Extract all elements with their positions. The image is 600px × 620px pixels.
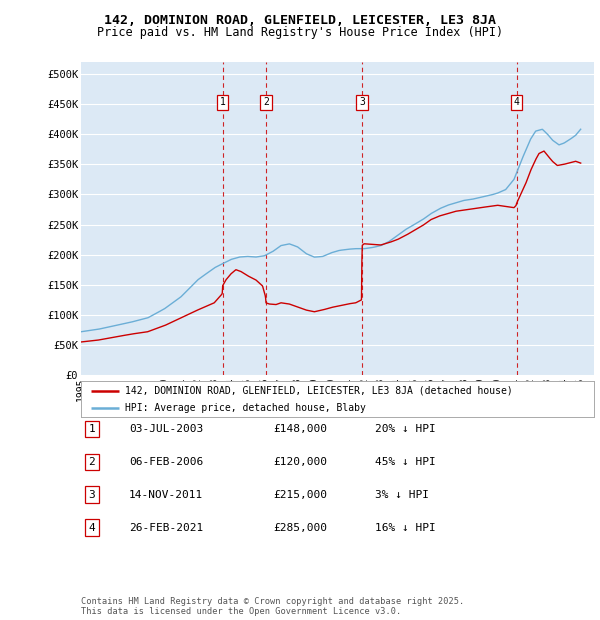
Text: 4: 4 <box>514 97 520 107</box>
Text: 06-FEB-2006: 06-FEB-2006 <box>129 457 203 467</box>
Text: 14-NOV-2011: 14-NOV-2011 <box>129 490 203 500</box>
Text: 1: 1 <box>88 424 95 434</box>
Text: This data is licensed under the Open Government Licence v3.0.: This data is licensed under the Open Gov… <box>81 607 401 616</box>
Text: 142, DOMINION ROAD, GLENFIELD, LEICESTER, LE3 8JA: 142, DOMINION ROAD, GLENFIELD, LEICESTER… <box>104 14 496 27</box>
Text: 1: 1 <box>220 97 226 107</box>
Text: 26-FEB-2021: 26-FEB-2021 <box>129 523 203 533</box>
Text: HPI: Average price, detached house, Blaby: HPI: Average price, detached house, Blab… <box>125 402 365 413</box>
Text: 45% ↓ HPI: 45% ↓ HPI <box>375 457 436 467</box>
Text: £215,000: £215,000 <box>273 490 327 500</box>
Text: 2: 2 <box>88 457 95 467</box>
Text: 142, DOMINION ROAD, GLENFIELD, LEICESTER, LE3 8JA (detached house): 142, DOMINION ROAD, GLENFIELD, LEICESTER… <box>125 386 512 396</box>
Text: 20% ↓ HPI: 20% ↓ HPI <box>375 424 436 434</box>
Text: 3: 3 <box>359 97 365 107</box>
Text: £148,000: £148,000 <box>273 424 327 434</box>
Text: 16% ↓ HPI: 16% ↓ HPI <box>375 523 436 533</box>
Text: 3: 3 <box>88 490 95 500</box>
Text: 4: 4 <box>88 523 95 533</box>
Text: £120,000: £120,000 <box>273 457 327 467</box>
Text: Contains HM Land Registry data © Crown copyright and database right 2025.: Contains HM Land Registry data © Crown c… <box>81 597 464 606</box>
Text: 2: 2 <box>263 97 269 107</box>
Text: £285,000: £285,000 <box>273 523 327 533</box>
Text: 03-JUL-2003: 03-JUL-2003 <box>129 424 203 434</box>
Text: Price paid vs. HM Land Registry's House Price Index (HPI): Price paid vs. HM Land Registry's House … <box>97 26 503 39</box>
Text: 3% ↓ HPI: 3% ↓ HPI <box>375 490 429 500</box>
